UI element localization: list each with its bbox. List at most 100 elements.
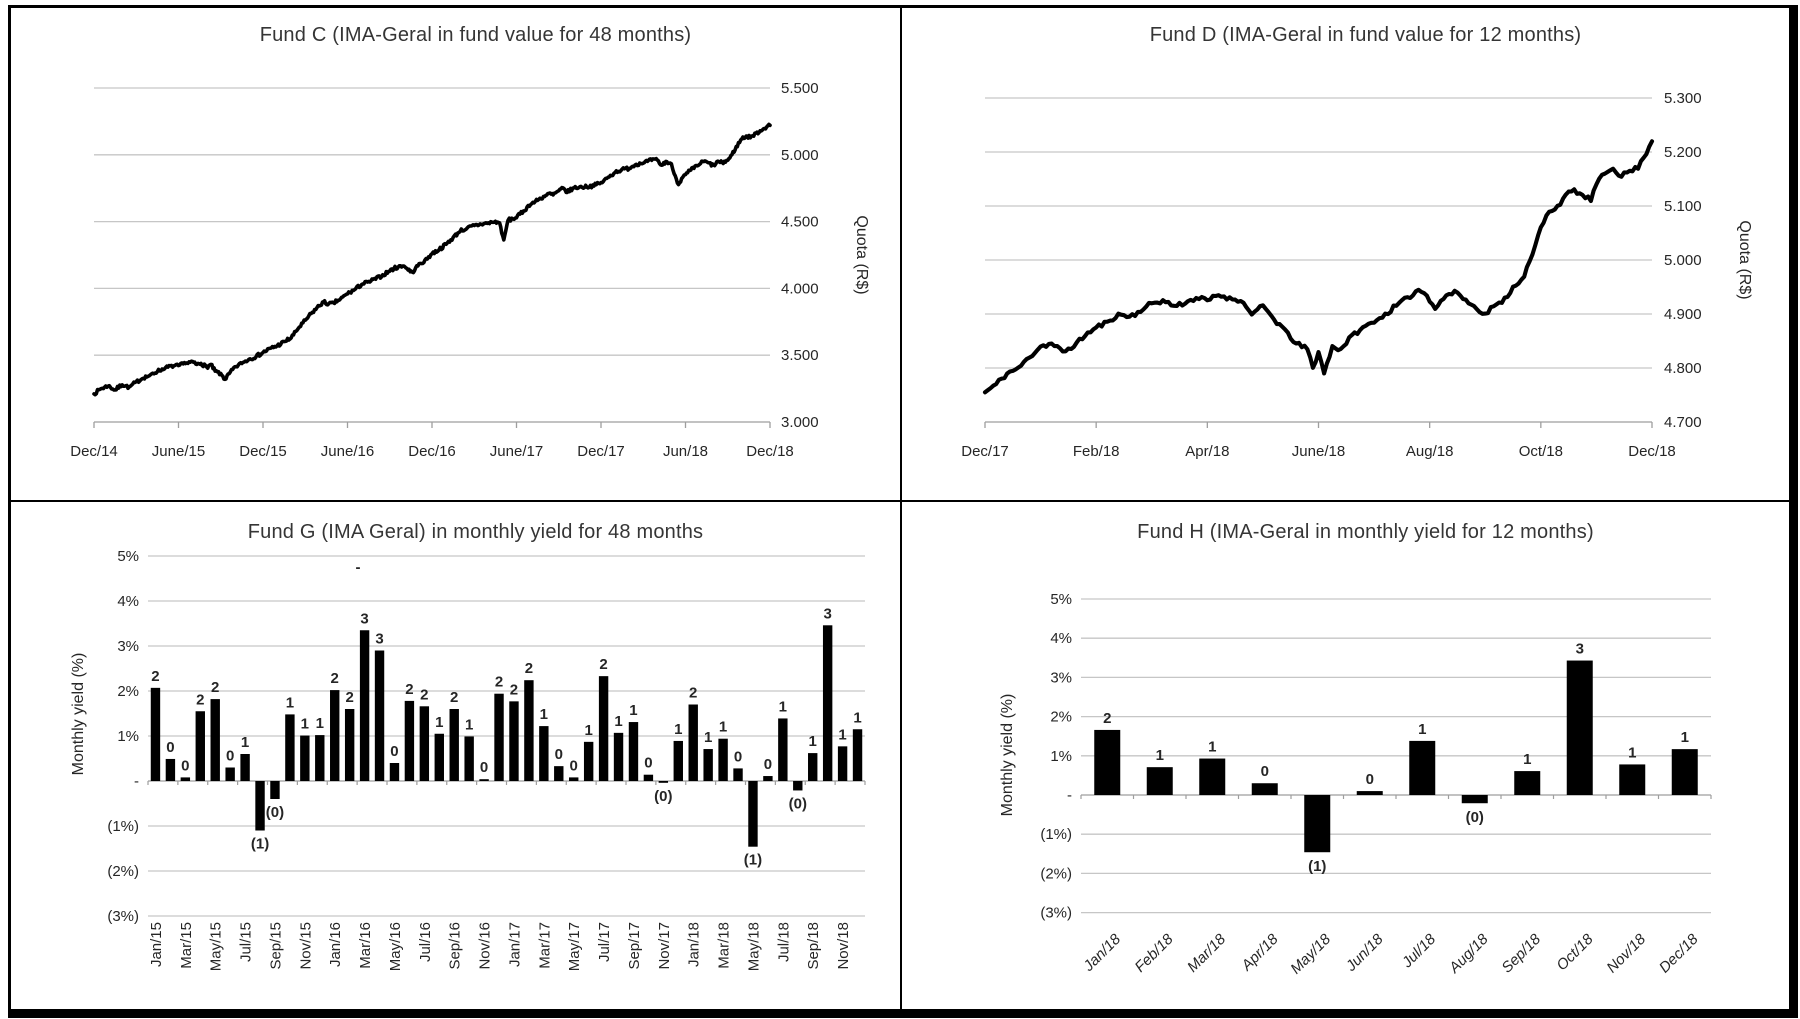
panel-fund-g: 5% 4% 3% 2% 1% - (1%) (2%) (3%) Monthly yield (%)… [11, 502, 900, 1009]
panel-fund-c: 5.500 5.000 4.500 4.000 3.500 3.000 Dec/14 June… [11, 8, 900, 500]
bar [300, 735, 310, 781]
x-tick-label: Oct/18 [1553, 930, 1597, 974]
bar-value-label: 1 [838, 726, 846, 743]
x-tick-label: Nov/16 [477, 922, 494, 970]
bar [1409, 740, 1436, 795]
bar [389, 763, 400, 781]
bar [1199, 758, 1226, 795]
x-tick-label: Dec/18 [1628, 443, 1676, 460]
bar [225, 767, 235, 781]
bar-value-label: 1 [1523, 751, 1531, 768]
x-tick-label: Feb/18 [1132, 930, 1178, 976]
bar [150, 687, 161, 781]
bar [359, 630, 370, 781]
bar-value-label: 1 [540, 706, 548, 723]
bar [733, 768, 743, 781]
y-tick-label: (3%) [1040, 905, 1072, 922]
x-tick-label: Sep/18 [1498, 930, 1544, 976]
x-tick-label: Dec/14 [70, 443, 118, 460]
bar [539, 726, 549, 781]
bar [837, 746, 848, 781]
bar-value-label: 2 [151, 668, 159, 685]
x-tick-label: Oct/18 [1519, 443, 1563, 460]
x-tick-label: Jul/16 [417, 922, 434, 962]
bar-value-label: 1 [584, 722, 592, 739]
bar-value-label: (0) [266, 804, 284, 821]
x-tick-label: Jan/17 [506, 922, 523, 967]
bar [1671, 749, 1698, 795]
x-tick-label: Sep/17 [626, 922, 643, 970]
bar [1304, 795, 1331, 853]
bar-value-label: 2 [420, 686, 428, 703]
bar [583, 741, 594, 781]
panel-fund-h: 5% 4% 3% 2% 1% - (1%) (2%) (3%) Monthly yield (%)… [902, 502, 1789, 1009]
x-tick-label: Jan/18 [1079, 930, 1124, 975]
y-axis-title: Monthly yield (%) [70, 653, 87, 776]
series-line [982, 139, 1655, 395]
bar [464, 736, 474, 781]
x-tick-label: May/17 [566, 922, 583, 971]
y-tick-label: 1% [117, 728, 139, 745]
bar-value-label: 0 [390, 743, 398, 760]
x-tick-label: Feb/18 [1073, 443, 1120, 460]
x-tick-label: Apr/18 [1238, 930, 1282, 974]
y-tick-label: 5.000 [781, 147, 819, 164]
y-tick-label: 3% [117, 638, 139, 655]
bar [569, 777, 579, 781]
y-tick-label: 5.000 [1664, 252, 1702, 269]
bar [180, 777, 191, 781]
x-tick-label: Dec/18 [1656, 930, 1702, 976]
y-tick-label: 4.700 [1664, 414, 1702, 431]
x-tick-label: Nov/18 [835, 922, 852, 970]
y-tick-label: 3.500 [781, 347, 819, 364]
bar [628, 722, 639, 781]
chart-title-fund-c: Fund C (IMA-Geral in fund value for 48 m… [259, 24, 692, 46]
bar [1461, 795, 1488, 804]
x-tick-label: Jan/16 [327, 922, 344, 967]
bar-value-label: 0 [764, 756, 772, 773]
y-axis-title: Monthly yield (%) [999, 694, 1016, 817]
y-tick-label: - [1067, 787, 1072, 804]
bar [658, 781, 669, 783]
y-tick-label: 4.900 [1664, 306, 1702, 323]
figure-frame: 5.500 5.000 4.500 4.000 3.500 3.000 Dec/14 June… [8, 5, 1798, 1018]
bar-value-label: 1 [779, 698, 787, 715]
chart-title-fund-d: Fund D (IMA-Geral in fund value for 12 m… [1149, 24, 1582, 46]
x-tick-label: May/16 [387, 922, 404, 971]
fund-h-chart-canvas: 5% 4% 3% 2% 1% - (1%) (2%) (3%) Monthly yield (%)… [999, 591, 1712, 978]
bar-value-label: 1 [1418, 721, 1426, 738]
y-tick-label: (1%) [107, 818, 139, 835]
fund-d-chart-canvas: 5.300 5.200 5.100 5.000 4.900 4.800 4.700 Dec/1… [961, 90, 1753, 460]
bar [270, 781, 280, 799]
x-tick-label: Apr/18 [1185, 443, 1229, 460]
y-tick-label: 5.100 [1664, 198, 1702, 215]
y-tick-label: 5.500 [781, 80, 819, 97]
bar [1146, 767, 1173, 795]
x-tick-label: Mar/16 [357, 922, 374, 969]
bar [643, 774, 654, 781]
x-tick-label: Jul/15 [238, 922, 255, 962]
x-tick-label: Jan/15 [148, 922, 165, 967]
bar-value-label: 2 [1103, 710, 1111, 727]
x-tick-label: Dec/17 [577, 443, 625, 460]
bar-value-label: 1 [719, 719, 727, 736]
bar-value-label: 1 [704, 729, 712, 746]
bar [718, 738, 728, 781]
x-tick-label: Mar/15 [178, 922, 195, 969]
x-tick-label: Jan/18 [686, 922, 703, 967]
y-tick-label: 4% [117, 593, 139, 610]
x-tick-label: Nov/18 [1603, 930, 1649, 976]
bar [374, 650, 385, 781]
bar [165, 758, 176, 781]
y-tick-label: 5% [117, 548, 139, 565]
bar-value-label: 2 [345, 689, 353, 706]
chart-title-fund-g: Fund G (IMA Geral) in monthly yield for … [247, 521, 704, 543]
bar-value-label: 3 [360, 610, 368, 627]
x-tick-label: Aug/18 [1406, 443, 1454, 460]
bar [703, 749, 713, 781]
x-tick-label: June/17 [490, 443, 543, 460]
bar [240, 754, 250, 781]
y-tick-label: (3%) [107, 908, 139, 925]
x-tick-label: June/16 [321, 443, 374, 460]
bar [404, 700, 415, 781]
